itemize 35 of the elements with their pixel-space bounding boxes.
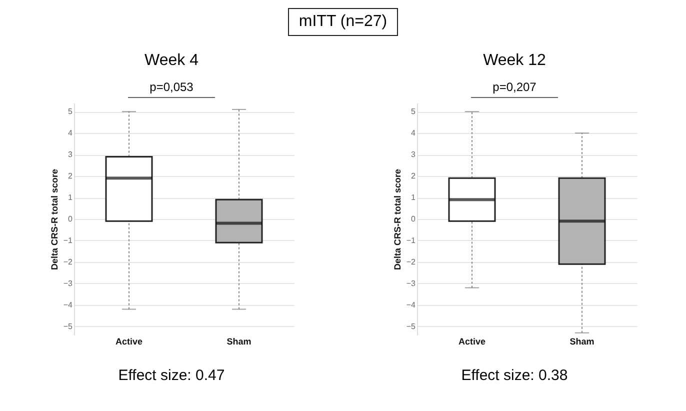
y-tick-label: 4 (411, 128, 416, 138)
y-tick-label: −5 (406, 322, 416, 331)
y-tick-label: 1 (68, 193, 74, 202)
y-tick-label: −1 (406, 236, 416, 245)
text: Effect size: 0.47 (117, 367, 226, 384)
y-tick-label: 0 (411, 214, 416, 224)
chart-title: Week 4 (144, 52, 200, 71)
y-tick-label: −4 (63, 300, 74, 310)
y-axis-title: Delta CRS-R total score (392, 168, 402, 270)
y-axis-title: Delta CRS-R total score (49, 168, 60, 270)
y-tick-label: −1 (63, 236, 74, 245)
y-tick-label: 3 (68, 150, 74, 160)
y-tick-label: −4 (406, 300, 416, 310)
y-tick-label: −3 (63, 278, 74, 288)
y-tick-label: −2 (63, 257, 74, 266)
y-tick-label: 0 (68, 214, 74, 224)
y-tick-label: 1 (411, 193, 416, 202)
text: p=0,207 (470, 80, 558, 98)
y-tick-label: −5 (63, 322, 74, 331)
y-tick-label: −3 (406, 278, 416, 288)
text: mITT (n=27) (288, 8, 398, 36)
text: p=0,053 (128, 80, 216, 98)
text: Effect size: 0.38 (460, 367, 569, 384)
chart-title: Week 12 (482, 52, 547, 71)
y-tick-label: −2 (406, 257, 416, 266)
x-tick-label: Active (458, 336, 486, 346)
y-tick-label: 3 (411, 150, 416, 160)
x-tick-label: Active (115, 336, 143, 346)
y-tick-label: 5 (68, 107, 74, 116)
y-tick-label: 4 (68, 128, 74, 138)
y-tick-label: 2 (68, 172, 74, 181)
x-tick-label: Sham (570, 336, 594, 346)
y-tick-label: 5 (411, 107, 416, 116)
y-tick-label: 2 (411, 172, 416, 181)
x-tick-label: Sham (226, 336, 252, 346)
